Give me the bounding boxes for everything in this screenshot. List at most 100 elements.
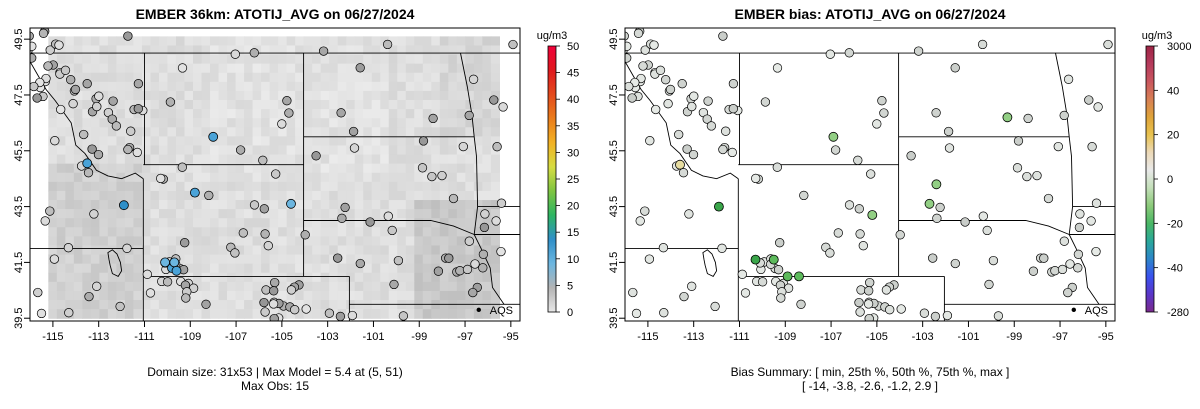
site-point [688,149,699,160]
site-point [794,271,804,282]
site-point [867,210,878,220]
site-point [1087,142,1097,152]
site-point [428,113,438,124]
site-point [355,63,365,73]
site-point [249,200,260,210]
site-point [679,291,689,302]
site-point [235,145,246,155]
model-grid [48,36,500,319]
site-point [1063,74,1074,84]
site-point [751,173,761,184]
site-point [932,213,942,223]
y-tick-label: 45.5 [608,140,620,161]
site-point [286,285,297,295]
site-point [68,99,78,109]
map-area [30,28,520,321]
site-point [455,266,465,276]
site-point [87,144,97,154]
site-point [1091,198,1102,208]
site-point [1043,193,1054,204]
site-point [349,143,360,153]
x-tick-label: -99 [411,331,427,343]
x-tick-label: -113 [683,331,704,343]
y-tick-label: 39.5 [608,307,620,328]
colorbar-label: ug/m3 [537,30,568,42]
site-point [919,308,930,318]
site-point [64,308,74,318]
site-point [1074,222,1085,233]
site-point [132,147,142,158]
site-point [43,61,53,71]
site-point [261,285,271,295]
site-point [674,129,684,140]
site-point [83,168,94,178]
site-point [663,99,673,109]
site-point [165,97,176,107]
site-point [718,144,728,155]
chart-title: EMBER bias: ATOTIJ_AVG on 06/27/2024 [734,6,1005,22]
site-point [825,49,835,59]
x-tick-label: -111 [134,331,154,343]
site-point [282,96,292,106]
site-point [355,258,365,269]
site-point [335,311,346,321]
site-point [448,193,459,204]
site-point [906,151,916,161]
site-point [687,101,697,112]
site-point [677,79,687,89]
site-point [640,206,650,216]
site-point [877,96,887,106]
site-point [1063,287,1073,298]
site-point [387,225,397,236]
x-tick-label: -97 [1052,331,1068,343]
site-point [638,61,648,71]
site-point [40,216,50,226]
site-point [1093,102,1103,112]
site-point [625,31,629,41]
site-point [775,238,785,248]
site-point [855,229,865,239]
site-point [92,101,102,112]
site-point [960,217,970,227]
site-point [1022,171,1032,182]
map-area [625,28,1115,321]
site-point [301,304,311,314]
site-point [1073,249,1084,259]
colorbar-scale [547,45,557,313]
site-point [737,269,747,279]
colorbar-tick-label: 10 [567,254,579,266]
site-point [750,254,761,265]
boundary-2 [30,61,144,180]
x-tick-label: -109 [774,331,796,343]
site-point [49,254,60,264]
site-point [703,96,713,106]
site-point [935,202,945,213]
site-point [625,53,632,63]
great-salt-lake [107,249,123,277]
site-point [347,310,358,321]
site-point [727,147,737,158]
site-point [437,170,447,181]
site-point [54,40,64,50]
colorbar-label: ug/m3 [1142,30,1173,42]
site-point [1053,141,1063,152]
site-point [38,28,49,38]
site-point [1059,110,1069,121]
summary-note: [ -14, -3.8, -2.6, -1.2, 2.9 ] [802,379,938,393]
summary-note: Max Obs: 15 [241,379,309,393]
site-point [628,287,638,298]
colorbar-tick-label: 0 [1167,174,1173,186]
boundary-14 [1068,234,1100,305]
x-tick-label: -107 [225,331,247,343]
site-point [950,258,960,269]
site-point [865,277,875,288]
site-point [1028,266,1039,276]
x-tick-label: -99 [1006,331,1022,343]
colorbar-tick-label: 35 [567,121,579,133]
colorbar-tick-label: 15 [567,227,579,239]
site-point [123,144,133,155]
site-point [776,293,786,303]
colorbar-tick-label: 3000 [1167,41,1191,53]
